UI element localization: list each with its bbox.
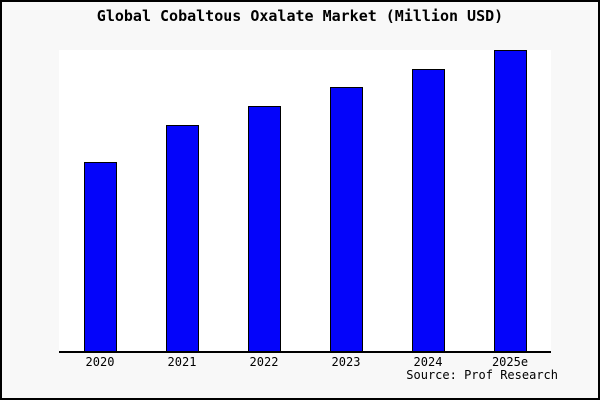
- x-tick-label-2024: 2024: [413, 355, 443, 369]
- bar-slot-2020: [59, 50, 141, 351]
- x-axis-labels: 2020 2021 2022 2023 2024 2025e: [59, 355, 551, 369]
- bar-slot-2021: [141, 50, 223, 351]
- x-tick-label-2021: 2021: [167, 355, 197, 369]
- bar-2021: [165, 124, 199, 351]
- bar-slot-2023: [305, 50, 387, 351]
- bar-2025e: [493, 50, 527, 351]
- source-text: Source: Prof Research: [406, 368, 558, 382]
- bar-2022: [247, 105, 281, 351]
- x-tick-label-2025e: 2025e: [491, 355, 529, 369]
- x-tick-label-2020: 2020: [85, 355, 115, 369]
- x-tick-label-2022: 2022: [249, 355, 279, 369]
- bar-2023: [329, 87, 363, 351]
- x-tick-label-2023: 2023: [331, 355, 361, 369]
- bar-slot-2022: [223, 50, 305, 351]
- bar-2020: [83, 161, 117, 351]
- plot-area: [59, 50, 551, 353]
- bar-slot-2024: [387, 50, 469, 351]
- bars-container: [59, 50, 551, 351]
- bar-2024: [411, 69, 445, 351]
- chart-title: Global Cobaltous Oxalate Market (Million…: [96, 7, 504, 25]
- bar-slot-2025e: [469, 50, 551, 351]
